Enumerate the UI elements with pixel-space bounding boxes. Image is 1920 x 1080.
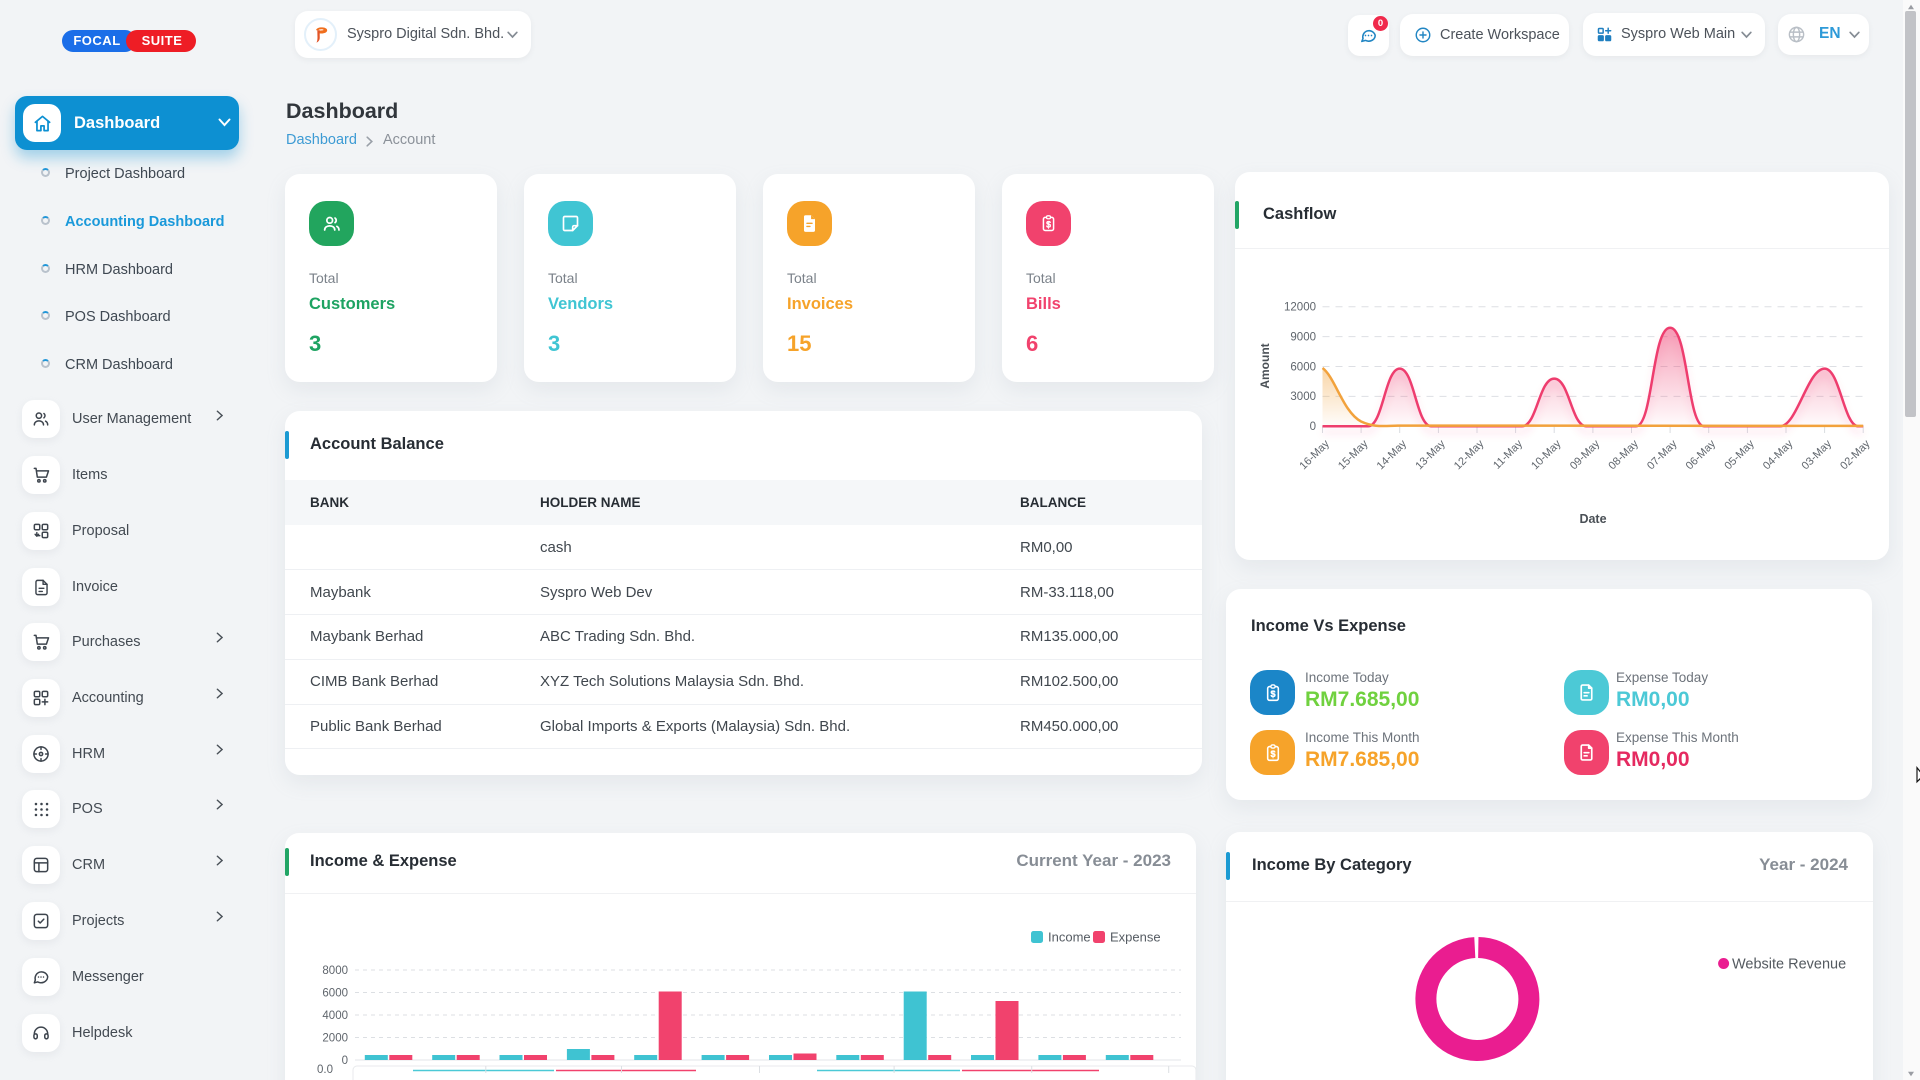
svg-text:6000: 6000 (322, 988, 348, 1000)
svg-text:12-May: 12-May (1452, 438, 1487, 473)
svg-text:11-May: 11-May (1491, 438, 1525, 472)
svg-text:0.0: 0.0 (317, 1064, 333, 1076)
svg-text:0: 0 (342, 1055, 348, 1067)
svg-text:09-May: 09-May (1568, 438, 1603, 473)
svg-text:Expense: Expense (1110, 930, 1161, 945)
svg-text:$: $ (1270, 689, 1275, 699)
svg-text:16-May: 16-May (1297, 438, 1332, 473)
svg-text:10-May: 10-May (1529, 438, 1564, 473)
svg-text:07-May: 07-May (1645, 438, 1680, 473)
svg-text:0: 0 (1310, 421, 1316, 433)
svg-text:4000: 4000 (322, 1010, 348, 1022)
svg-text:06-May: 06-May (1684, 438, 1719, 473)
svg-text:03-May: 03-May (1800, 438, 1835, 473)
svg-text:08-May: 08-May (1606, 438, 1641, 473)
svg-text:12000: 12000 (1284, 302, 1316, 314)
svg-text:Income: Income (1048, 930, 1091, 945)
svg-text:04-May: 04-May (1761, 438, 1796, 473)
svg-text:6000: 6000 (1290, 361, 1316, 373)
svg-text:Website Revenue: Website Revenue (1732, 957, 1846, 973)
svg-text:13-May: 13-May (1413, 438, 1448, 473)
svg-text:Date: Date (1579, 512, 1606, 526)
svg-text:3000: 3000 (1290, 391, 1316, 403)
svg-text:$: $ (1046, 219, 1051, 229)
svg-text:Amount: Amount (1258, 343, 1272, 388)
svg-text:14-May: 14-May (1375, 438, 1410, 473)
svg-text:9000: 9000 (1290, 331, 1316, 343)
svg-text:02-May: 02-May (1838, 438, 1873, 473)
svg-text:8000: 8000 (322, 965, 348, 977)
svg-text:15-May: 15-May (1336, 438, 1371, 473)
svg-text:05-May: 05-May (1722, 438, 1757, 473)
svg-text:2000: 2000 (322, 1033, 348, 1045)
svg-text:$: $ (1270, 749, 1275, 759)
